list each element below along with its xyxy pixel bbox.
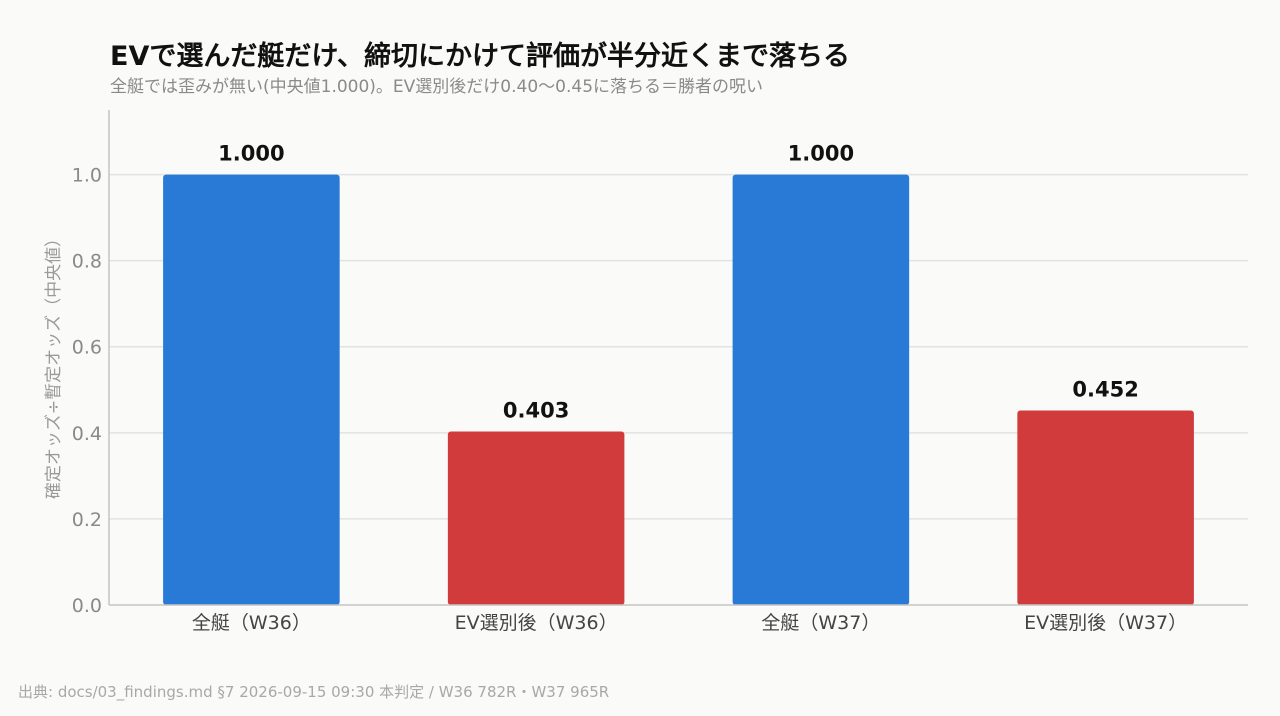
bar [163,174,340,605]
bar-value-label: 1.000 [788,142,854,166]
bar [447,431,625,605]
y-axis-title: 確定オッズ÷暫定オッズ（中央値） [44,230,64,499]
y-tick-label: 0.4 [72,423,102,445]
source-note: 出典: docs/03_findings.md §7 2026-09-15 09… [18,683,610,701]
labels: 0.0 0.2 0.4 0.6 0.8 1.0 1.000 全艇（W36） 0.403 EV選別後… [44,142,1187,634]
y-tick-label: 1.0 [72,165,102,187]
bar-value-label: 1.000 [218,142,284,166]
y-tick-label: 0.0 [72,595,102,617]
x-category-label: EV選別後（W36） [455,612,618,634]
axes [108,110,1248,606]
y-tick-label: 0.6 [72,337,102,359]
chart-title: EVで選んだ艇だけ、締切にかけて評価が半分近くまで落ちる [110,41,850,72]
bars [163,174,1194,605]
bar [1017,410,1194,605]
chart-subtitle: 全艇では歪みが無い(中央値1.000)。EV選別後だけ0.40〜0.45に落ちる… [110,77,764,97]
x-category-label: 全艇（W36） [192,612,311,634]
x-category-label: EV選別後（W37） [1024,612,1187,634]
y-tick-label: 0.8 [72,251,102,273]
y-tick-label: 0.2 [72,509,102,531]
x-category-label: 全艇（W37） [761,612,880,634]
bar-value-label: 0.452 [1072,377,1138,401]
bar-value-label: 0.403 [503,399,569,423]
bar [732,174,910,605]
